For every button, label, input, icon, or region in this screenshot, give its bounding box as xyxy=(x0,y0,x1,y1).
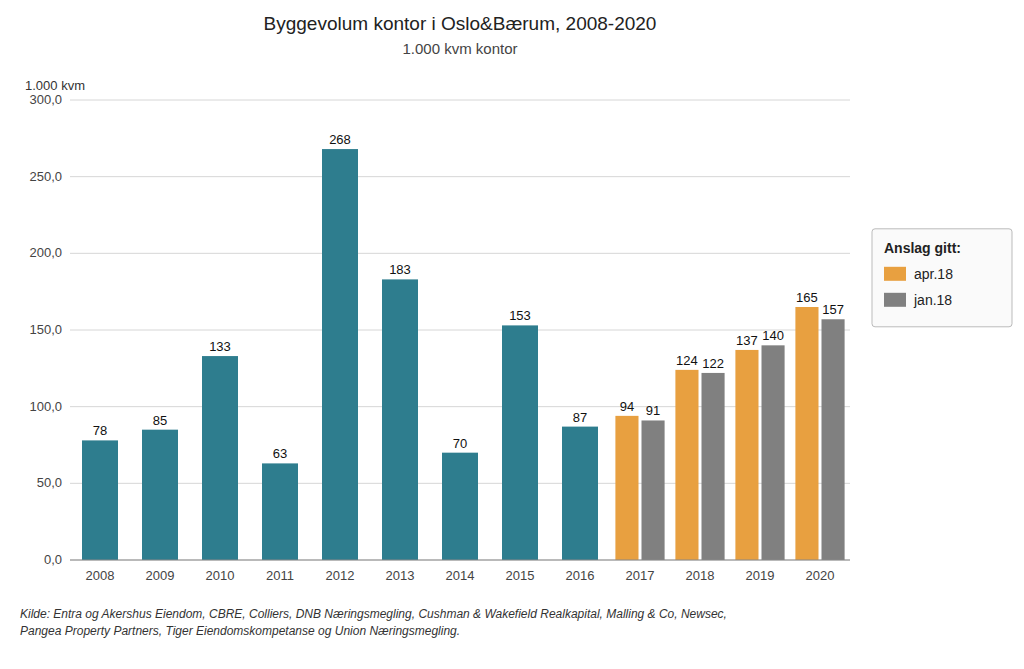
legend-box xyxy=(872,229,1012,327)
data-label: 70 xyxy=(453,436,467,451)
grid-line xyxy=(70,100,850,101)
y-tick-label: 200,0 xyxy=(29,245,62,260)
grid-line xyxy=(70,406,850,407)
bar xyxy=(82,440,118,560)
data-label: 63 xyxy=(273,446,287,461)
y-tick-label: 250,0 xyxy=(29,169,62,184)
data-label: 85 xyxy=(153,413,167,428)
bar xyxy=(142,430,178,560)
data-label: 268 xyxy=(329,132,351,147)
legend-swatch xyxy=(884,267,906,281)
bar xyxy=(202,356,238,560)
data-label: 157 xyxy=(822,302,844,317)
data-label: 153 xyxy=(509,308,531,323)
data-label: 94 xyxy=(620,399,634,414)
data-label: 78 xyxy=(93,423,107,438)
bars xyxy=(82,149,845,560)
x-tick-label: 2020 xyxy=(806,568,835,583)
data-label: 122 xyxy=(702,356,724,371)
bar xyxy=(735,350,758,560)
y-tick-label: 0,0 xyxy=(44,552,62,567)
data-labels: 78 85 133 63 268 183 70 153 87 94 91 124 122 137 140 16… xyxy=(93,132,844,461)
y-axis-label: 1.000 kvm xyxy=(25,78,85,93)
chart: Byggevolum kontor i Oslo&Bærum, 2008-202… xyxy=(0,0,1024,669)
data-label: 165 xyxy=(796,290,818,305)
grid-line xyxy=(70,330,850,331)
legend: Anslag gitt: apr.18 jan.18 xyxy=(872,229,1012,327)
bar xyxy=(615,416,638,560)
y-tick-label: 150,0 xyxy=(29,322,62,337)
x-tick-label: 2010 xyxy=(206,568,235,583)
grid-line xyxy=(70,176,850,177)
bar xyxy=(822,319,845,560)
x-axis-line xyxy=(70,560,850,561)
x-tick-label: 2011 xyxy=(266,568,294,583)
x-tick-label: 2013 xyxy=(386,568,415,583)
y-tick-label: 50,0 xyxy=(37,475,62,490)
bar xyxy=(762,345,785,560)
data-label: 124 xyxy=(676,353,698,368)
x-tick-label: 2008 xyxy=(86,568,115,583)
data-label: 133 xyxy=(209,339,231,354)
x-tick-label: 2019 xyxy=(746,568,775,583)
data-label: 87 xyxy=(573,410,587,425)
data-label: 137 xyxy=(736,333,758,348)
x-tick-label: 2016 xyxy=(566,568,595,583)
y-tick-label: 300,0 xyxy=(29,92,62,107)
legend-entry: jan.18 xyxy=(913,292,952,308)
x-tick-label: 2009 xyxy=(146,568,175,583)
bar xyxy=(795,307,818,560)
x-tick-label: 2018 xyxy=(686,568,715,583)
bar xyxy=(382,279,418,560)
y-tick-label: 100,0 xyxy=(29,399,62,414)
x-tick-label: 2015 xyxy=(506,568,535,583)
data-label: 140 xyxy=(762,328,784,343)
grid-line xyxy=(70,253,850,254)
bar xyxy=(642,420,665,560)
x-tick-label: 2014 xyxy=(446,568,475,583)
bar xyxy=(675,370,698,560)
legend-swatch xyxy=(884,293,906,307)
bar xyxy=(502,325,538,560)
bar xyxy=(562,427,598,560)
bar xyxy=(442,453,478,560)
bar xyxy=(262,463,298,560)
subtitle: 1.000 kvm kontor xyxy=(402,40,517,57)
x-tick-label: 2017 xyxy=(626,568,655,583)
bar xyxy=(322,149,358,560)
grid-line xyxy=(70,560,850,561)
data-label: 91 xyxy=(646,403,660,418)
x-tick-label: 2012 xyxy=(326,568,355,583)
legend-title: Anslag gitt: xyxy=(884,240,961,256)
data-label: 183 xyxy=(389,262,411,277)
legend-entry: apr.18 xyxy=(914,266,953,282)
footnote: Pangea Property Partners, Tiger Eiendoms… xyxy=(20,624,460,638)
title: Byggevolum kontor i Oslo&Bærum, 2008-202… xyxy=(264,13,657,34)
bar xyxy=(702,373,725,560)
footnote: Kilde: Entra og Akershus Eiendom, CBRE, … xyxy=(20,607,727,621)
